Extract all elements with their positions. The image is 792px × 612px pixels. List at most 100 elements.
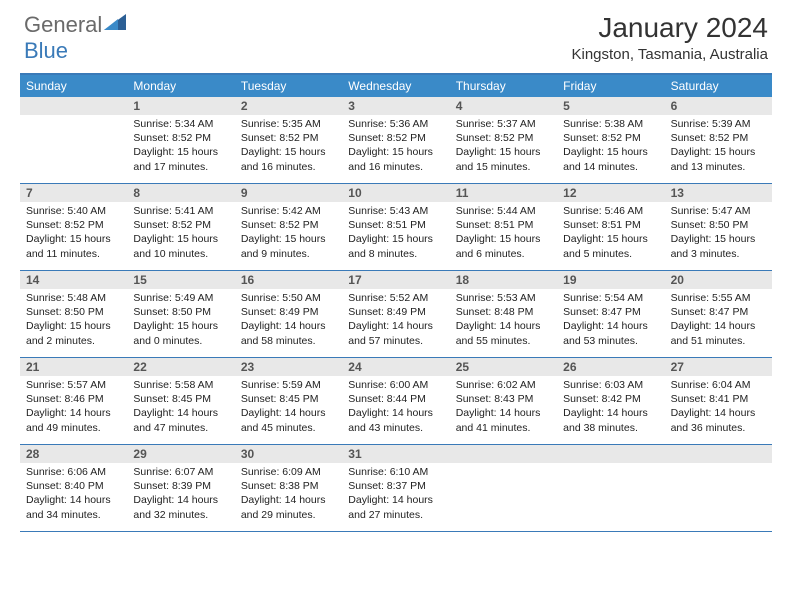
logo-text-blue: Blue [24, 38, 68, 63]
day-number: 24 [342, 358, 449, 376]
cell-body: Sunrise: 6:10 AMSunset: 8:37 PMDaylight:… [342, 463, 449, 526]
sunset-text: Sunset: 8:52 PM [133, 131, 228, 145]
day-number [20, 97, 127, 115]
cell-body: Sunrise: 6:03 AMSunset: 8:42 PMDaylight:… [557, 376, 664, 439]
calendar-cell: 23Sunrise: 5:59 AMSunset: 8:45 PMDayligh… [235, 358, 342, 444]
calendar-cell: 5Sunrise: 5:38 AMSunset: 8:52 PMDaylight… [557, 97, 664, 183]
day-number: 29 [127, 445, 234, 463]
day-number: 22 [127, 358, 234, 376]
calendar-cell: 2Sunrise: 5:35 AMSunset: 8:52 PMDaylight… [235, 97, 342, 183]
cell-body: Sunrise: 5:38 AMSunset: 8:52 PMDaylight:… [557, 115, 664, 178]
daylight-text: Daylight: 14 hours and 53 minutes. [563, 319, 658, 347]
cell-body: Sunrise: 5:46 AMSunset: 8:51 PMDaylight:… [557, 202, 664, 265]
calendar-cell: 31Sunrise: 6:10 AMSunset: 8:37 PMDayligh… [342, 445, 449, 531]
daylight-text: Daylight: 15 hours and 0 minutes. [133, 319, 228, 347]
sunrise-text: Sunrise: 5:38 AM [563, 117, 658, 131]
logo: General [24, 12, 126, 38]
day-number: 19 [557, 271, 664, 289]
cell-body: Sunrise: 5:59 AMSunset: 8:45 PMDaylight:… [235, 376, 342, 439]
sunset-text: Sunset: 8:47 PM [671, 305, 766, 319]
daylight-text: Daylight: 14 hours and 57 minutes. [348, 319, 443, 347]
sunset-text: Sunset: 8:49 PM [241, 305, 336, 319]
calendar-cell: 26Sunrise: 6:03 AMSunset: 8:42 PMDayligh… [557, 358, 664, 444]
cell-body: Sunrise: 6:02 AMSunset: 8:43 PMDaylight:… [450, 376, 557, 439]
calendar-cell: 7Sunrise: 5:40 AMSunset: 8:52 PMDaylight… [20, 184, 127, 270]
calendar-cell [557, 445, 664, 531]
title-block: January 2024 Kingston, Tasmania, Austral… [571, 12, 768, 63]
sunrise-text: Sunrise: 6:07 AM [133, 465, 228, 479]
daylight-text: Daylight: 15 hours and 2 minutes. [26, 319, 121, 347]
calendar-week: 1Sunrise: 5:34 AMSunset: 8:52 PMDaylight… [20, 97, 772, 184]
cell-body: Sunrise: 5:40 AMSunset: 8:52 PMDaylight:… [20, 202, 127, 265]
sunset-text: Sunset: 8:45 PM [241, 392, 336, 406]
calendar-cell: 8Sunrise: 5:41 AMSunset: 8:52 PMDaylight… [127, 184, 234, 270]
calendar: Sunday Monday Tuesday Wednesday Thursday… [20, 73, 772, 532]
sunset-text: Sunset: 8:52 PM [133, 218, 228, 232]
day-number [450, 445, 557, 463]
cell-body: Sunrise: 5:58 AMSunset: 8:45 PMDaylight:… [127, 376, 234, 439]
daylight-text: Daylight: 15 hours and 13 minutes. [671, 145, 766, 173]
day-number: 2 [235, 97, 342, 115]
day-number: 20 [665, 271, 772, 289]
daylight-text: Daylight: 15 hours and 8 minutes. [348, 232, 443, 260]
sunset-text: Sunset: 8:50 PM [133, 305, 228, 319]
day-number: 18 [450, 271, 557, 289]
daylight-text: Daylight: 14 hours and 45 minutes. [241, 406, 336, 434]
sunrise-text: Sunrise: 5:54 AM [563, 291, 658, 305]
day-number: 31 [342, 445, 449, 463]
day-number: 13 [665, 184, 772, 202]
sunset-text: Sunset: 8:47 PM [563, 305, 658, 319]
calendar-cell: 19 Sunrise: 5:54 AMSunset: 8:47 PMDayligh… [557, 271, 664, 357]
cell-body: Sunrise: 5:52 AMSunset: 8:49 PMDaylight:… [342, 289, 449, 352]
calendar-cell: 9Sunrise: 5:42 AMSunset: 8:52 PMDaylight… [235, 184, 342, 270]
sunset-text: Sunset: 8:43 PM [456, 392, 551, 406]
daylight-text: Daylight: 14 hours and 47 minutes. [133, 406, 228, 434]
daylight-text: Daylight: 14 hours and 38 minutes. [563, 406, 658, 434]
cell-body: Sunrise: 5:47 AMSunset: 8:50 PMDaylight:… [665, 202, 772, 265]
calendar-cell: 14Sunrise: 5:48 AMSunset: 8:50 PMDayligh… [20, 271, 127, 357]
day-number: 21 [20, 358, 127, 376]
day-number: 16 [235, 271, 342, 289]
daylight-text: Daylight: 15 hours and 16 minutes. [241, 145, 336, 173]
calendar-cell: 30Sunrise: 6:09 AMSunset: 8:38 PMDayligh… [235, 445, 342, 531]
sunset-text: Sunset: 8:37 PM [348, 479, 443, 493]
sunrise-text: Sunrise: 5:49 AM [133, 291, 228, 305]
calendar-cell: 3Sunrise: 5:36 AMSunset: 8:52 PMDaylight… [342, 97, 449, 183]
day-number: 14 [20, 271, 127, 289]
cell-body [557, 463, 664, 469]
sunrise-text: Sunrise: 5:52 AM [348, 291, 443, 305]
day-number: 5 [557, 97, 664, 115]
daylight-text: Daylight: 15 hours and 6 minutes. [456, 232, 551, 260]
sunset-text: Sunset: 8:52 PM [241, 131, 336, 145]
sunrise-text: Sunrise: 5:55 AM [671, 291, 766, 305]
sunset-text: Sunset: 8:52 PM [563, 131, 658, 145]
daylight-text: Daylight: 14 hours and 55 minutes. [456, 319, 551, 347]
cell-body: Sunrise: 6:07 AMSunset: 8:39 PMDaylight:… [127, 463, 234, 526]
sunset-text: Sunset: 8:52 PM [26, 218, 121, 232]
daylight-text: Daylight: 15 hours and 5 minutes. [563, 232, 658, 260]
daylight-text: Daylight: 14 hours and 32 minutes. [133, 493, 228, 521]
daylight-text: Daylight: 14 hours and 29 minutes. [241, 493, 336, 521]
calendar-week: 7Sunrise: 5:40 AMSunset: 8:52 PMDaylight… [20, 184, 772, 271]
cell-body: Sunrise: 5:55 AMSunset: 8:47 PMDaylight:… [665, 289, 772, 352]
daylight-text: Daylight: 14 hours and 34 minutes. [26, 493, 121, 521]
calendar-cell: 22Sunrise: 5:58 AMSunset: 8:45 PMDayligh… [127, 358, 234, 444]
cell-body [665, 463, 772, 469]
cell-body: Sunrise: 5:41 AMSunset: 8:52 PMDaylight:… [127, 202, 234, 265]
day-number: 30 [235, 445, 342, 463]
calendar-cell: 28Sunrise: 6:06 AMSunset: 8:40 PMDayligh… [20, 445, 127, 531]
day-number: 15 [127, 271, 234, 289]
calendar-cell: 13Sunrise: 5:47 AMSunset: 8:50 PMDayligh… [665, 184, 772, 270]
cell-body: Sunrise: 5:39 AMSunset: 8:52 PMDaylight:… [665, 115, 772, 178]
weekday-header: Sunday [20, 75, 127, 97]
calendar-cell: 10Sunrise: 5:43 AMSunset: 8:51 PMDayligh… [342, 184, 449, 270]
sunset-text: Sunset: 8:42 PM [563, 392, 658, 406]
day-number: 12 [557, 184, 664, 202]
cell-body: Sunrise: 6:04 AMSunset: 8:41 PMDaylight:… [665, 376, 772, 439]
sunset-text: Sunset: 8:51 PM [348, 218, 443, 232]
weekday-header: Monday [127, 75, 234, 97]
calendar-cell: 24Sunrise: 6:00 AMSunset: 8:44 PMDayligh… [342, 358, 449, 444]
calendar-week: 14Sunrise: 5:48 AMSunset: 8:50 PMDayligh… [20, 271, 772, 358]
calendar-cell: 12Sunrise: 5:46 AMSunset: 8:51 PMDayligh… [557, 184, 664, 270]
sunset-text: Sunset: 8:45 PM [133, 392, 228, 406]
